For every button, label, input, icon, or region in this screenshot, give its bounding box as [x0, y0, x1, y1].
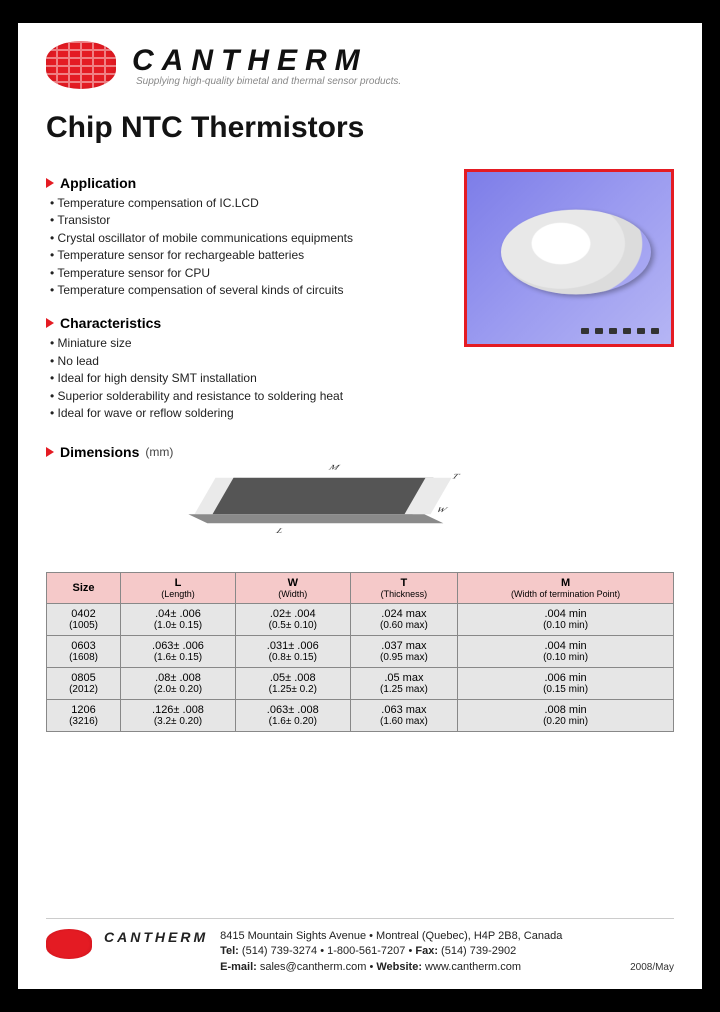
application-title: Application — [60, 175, 136, 191]
list-item: Transistor — [50, 212, 446, 229]
brand-tagline: Supplying high-quality bimetal and therm… — [136, 76, 401, 87]
brand-block: CANTHERM Supplying high-quality bimetal … — [132, 44, 401, 87]
list-item: Temperature compensation of IC.LCD — [50, 195, 446, 212]
dimensions-section: Dimensions (mm) M T W L — [46, 444, 674, 558]
arrow-icon — [46, 318, 54, 328]
diagram-label-w: W — [435, 507, 449, 515]
chip-diagram: M T W L — [193, 438, 463, 558]
footer-phone: Tel: (514) 739-3274 • 1-800-561-7207 • F… — [220, 944, 562, 959]
dimensions-title: Dimensions — [60, 444, 139, 460]
col-length: L(Length) — [121, 573, 236, 604]
list-item: Ideal for high density SMT installation — [50, 370, 446, 387]
arrow-icon — [46, 447, 54, 457]
footer-address: 8415 Mountain Sights Avenue • Montreal (… — [220, 929, 562, 944]
table-header: Size L(Length) W(Width) T(Thickness) M(W… — [47, 573, 674, 604]
diagram-label-t: T — [450, 473, 461, 481]
diagram-label-l: L — [275, 527, 286, 535]
tape-reel-icon — [501, 210, 651, 295]
diagram-label-m: M — [328, 464, 342, 472]
footer-brand: CANTHERM — [104, 929, 208, 945]
list-item: Superior solderability and resistance to… — [50, 388, 446, 405]
table-row: 1206(3216) .126± .008(3.2± 0.20) .063± .… — [47, 700, 674, 732]
table-row: 0805(2012) .08± .008(2.0± 0.20) .05± .00… — [47, 668, 674, 700]
characteristics-title: Characteristics — [60, 315, 161, 331]
chip-3d-icon: M T W L — [213, 478, 434, 514]
footer-info: CANTHERM — [104, 929, 208, 945]
table-row: 0603(1608) .063± .006(1.6± 0.15) .031± .… — [47, 636, 674, 668]
list-item: Temperature sensor for CPU — [50, 265, 446, 282]
page-footer: CANTHERM 8415 Mountain Sights Avenue • M… — [46, 918, 674, 975]
left-column: Application Temperature compensation of … — [46, 169, 446, 438]
col-size: Size — [47, 573, 121, 604]
table-body: 0402(1005) .04± .006(1.0± 0.15) .02± .00… — [47, 604, 674, 732]
dimensions-unit: (mm) — [145, 445, 173, 459]
list-item: Miniature size — [50, 335, 446, 352]
characteristics-list: Miniature size No lead Ideal for high de… — [50, 335, 446, 422]
footer-contact: 8415 Mountain Sights Avenue • Montreal (… — [220, 929, 562, 975]
list-item: Temperature compensation of several kind… — [50, 282, 446, 299]
list-item: No lead — [50, 353, 446, 370]
dimensions-heading: Dimensions (mm) — [46, 444, 173, 460]
brand-name: CANTHERM — [132, 44, 401, 78]
dimensions-table: Size L(Length) W(Width) T(Thickness) M(W… — [46, 572, 674, 732]
chip-components-icon — [581, 328, 659, 334]
application-heading: Application — [46, 175, 446, 191]
datasheet-page: CANTHERM Supplying high-quality bimetal … — [18, 23, 702, 989]
document-date: 2008/May — [630, 962, 674, 973]
page-header: CANTHERM Supplying high-quality bimetal … — [46, 41, 674, 89]
document-title: Chip NTC Thermistors — [46, 111, 674, 145]
list-item: Temperature sensor for rechargeable batt… — [50, 247, 446, 264]
application-list: Temperature compensation of IC.LCD Trans… — [50, 195, 446, 299]
globe-logo-icon — [46, 929, 92, 959]
list-item: Crystal oscillator of mobile communicati… — [50, 230, 446, 247]
product-image — [464, 169, 674, 347]
characteristics-heading: Characteristics — [46, 315, 446, 331]
col-width: W(Width) — [235, 573, 350, 604]
col-thickness: T(Thickness) — [350, 573, 458, 604]
table-row: 0402(1005) .04± .006(1.0± 0.15) .02± .00… — [47, 604, 674, 636]
footer-web: E-mail: sales@cantherm.com • Website: ww… — [220, 960, 562, 975]
top-content-row: Application Temperature compensation of … — [46, 169, 674, 438]
arrow-icon — [46, 178, 54, 188]
globe-logo-icon — [46, 41, 116, 89]
col-termination: M(Width of termination Point) — [458, 573, 674, 604]
list-item: Ideal for wave or reflow soldering — [50, 405, 446, 422]
